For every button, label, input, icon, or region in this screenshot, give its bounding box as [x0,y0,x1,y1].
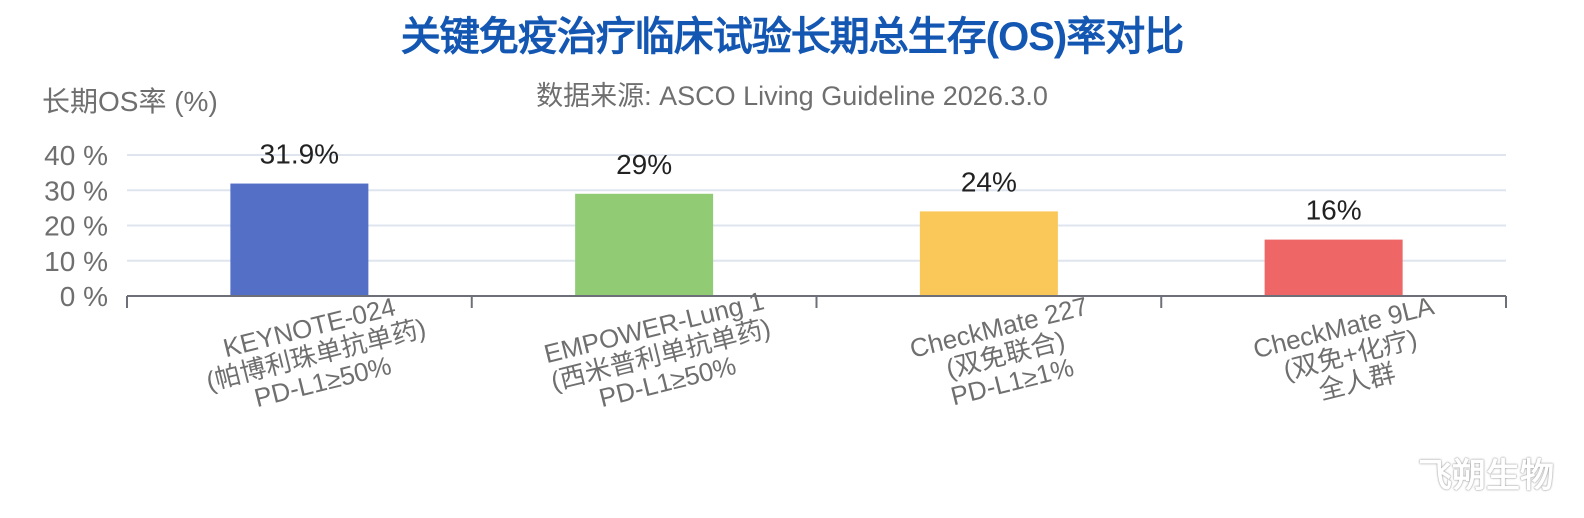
bar [919,211,1058,296]
data-label: 16% [1306,195,1362,226]
x-tick-label: KEYNOTE-024(帕博利珠单抗单药)PD-L1≥50% [196,285,435,423]
x-tick-label: CheckMate 9LA(双免+化疗)全人群 [1250,290,1451,418]
bar [1264,239,1403,296]
bar [575,193,714,296]
chart-subtitle: 数据来源: ASCO Living Guideline 2026.3.0 [536,81,1048,111]
y-axis-label: 长期OS率 (%) [42,86,218,117]
bar [230,183,369,296]
chart-title: 关键免疫治疗临床试验长期总生存(OS)率对比 [400,15,1184,59]
y-tick-label: 20 % [44,211,108,242]
watermark-logo: 飞朔生物 [1418,457,1554,495]
data-label: 29% [616,149,672,180]
x-tick-label: EMPOWER-Lung 1(西米普利单抗单药)PD-L1≥50% [541,285,781,423]
y-tick-label: 30 % [44,175,108,206]
y-tick-label: 0 % [60,281,108,312]
data-label: 31.9% [260,139,339,170]
data-label: 24% [961,166,1017,197]
y-tick-label: 40 % [44,140,108,171]
x-tick-label: CheckMate 227(双免联合)PD-L1≥1% [907,291,1105,419]
y-tick-label: 10 % [44,246,108,277]
